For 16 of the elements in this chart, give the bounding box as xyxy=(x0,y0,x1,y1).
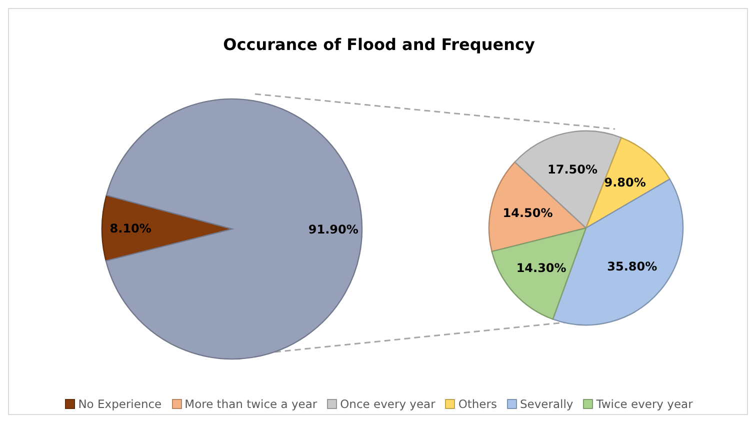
legend-label: Others xyxy=(458,397,497,411)
chart-title: Occurance of Flood and Frequency xyxy=(222,35,536,54)
legend-label: No Experience xyxy=(78,397,162,411)
legend-label: Twice every year xyxy=(596,397,693,411)
legend-label: Severally xyxy=(520,397,574,411)
data-label: 91.90% xyxy=(308,222,358,237)
pie-slice xyxy=(105,98,362,360)
data-label: 14.50% xyxy=(502,206,553,220)
legend-label: More than twice a year xyxy=(184,397,318,411)
data-label: 14.30% xyxy=(516,261,566,276)
data-label: 17.50% xyxy=(548,162,598,176)
data-label: 8.10% xyxy=(110,221,152,236)
legend-label: Once every year xyxy=(340,397,436,411)
data-label: 35.80% xyxy=(607,260,658,274)
data-label: 9.80% xyxy=(604,175,646,190)
pie-slice xyxy=(491,227,587,320)
